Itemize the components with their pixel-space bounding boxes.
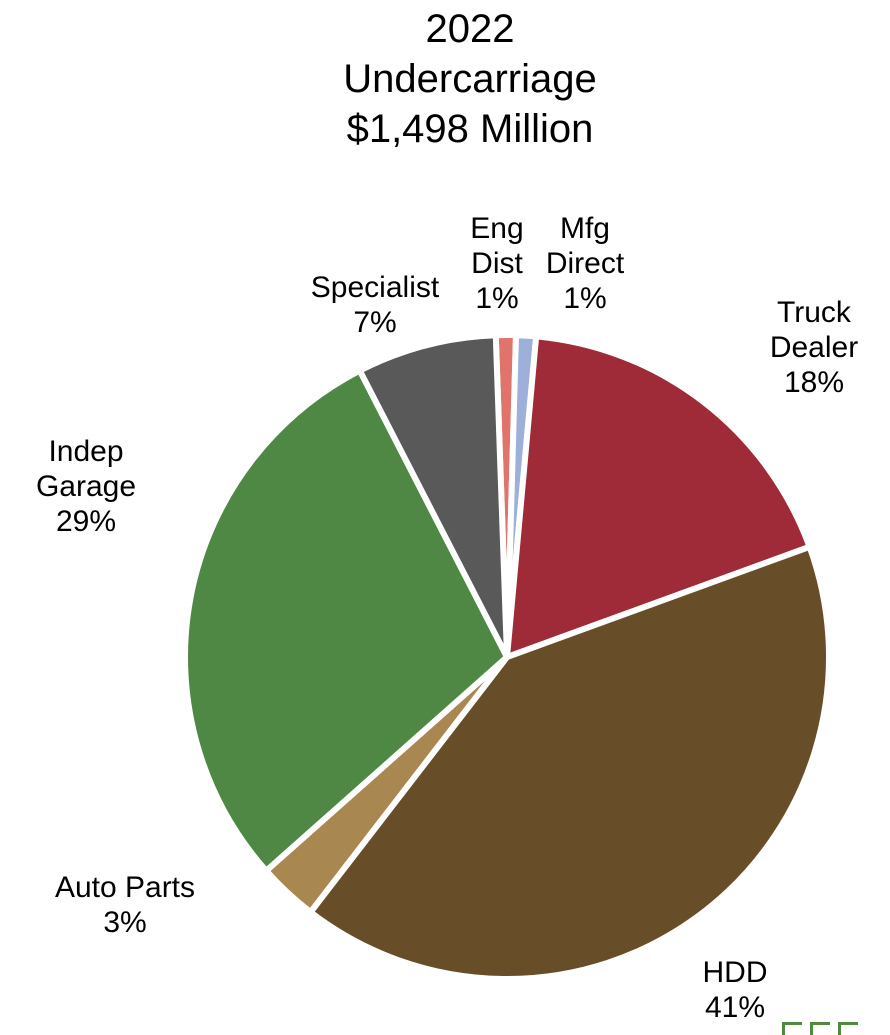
- slice-label-eng-dist: Eng Dist 1%: [470, 212, 523, 315]
- pie-slice-hdd: [307, 543, 832, 982]
- slice-label-hdd: HDD 41%: [703, 956, 768, 1024]
- pie-slice-truck-dealer: [504, 333, 813, 660]
- slice-label-auto-parts: Auto Parts 3%: [55, 871, 195, 939]
- pie-slice-specialist: [356, 332, 510, 660]
- pie-slice-indep-garage: [182, 367, 510, 874]
- pie-labels: Eng Dist 1% Mfg Direct 1% Truck Dealer 18% HDD 41%…: [36, 212, 858, 1024]
- logo-fragment: [782, 1022, 890, 1035]
- slice-label-specialist: Specialist 7%: [311, 271, 440, 339]
- slice-label-mfg-direct: Mfg Direct 1%: [546, 212, 625, 315]
- slice-label-indep-garage: Indep Garage 29%: [36, 435, 136, 538]
- pie-slices: [182, 332, 832, 982]
- chart-title-category: Undercarriage: [343, 57, 597, 101]
- slice-label-truck-dealer: Truck Dealer 18%: [770, 296, 858, 399]
- chart-title-total: $1,498 Million: [346, 107, 594, 151]
- chart-title-year: 2022: [425, 7, 515, 51]
- chart-title: 2022 Undercarriage $1,498 Million: [0, 4, 890, 154]
